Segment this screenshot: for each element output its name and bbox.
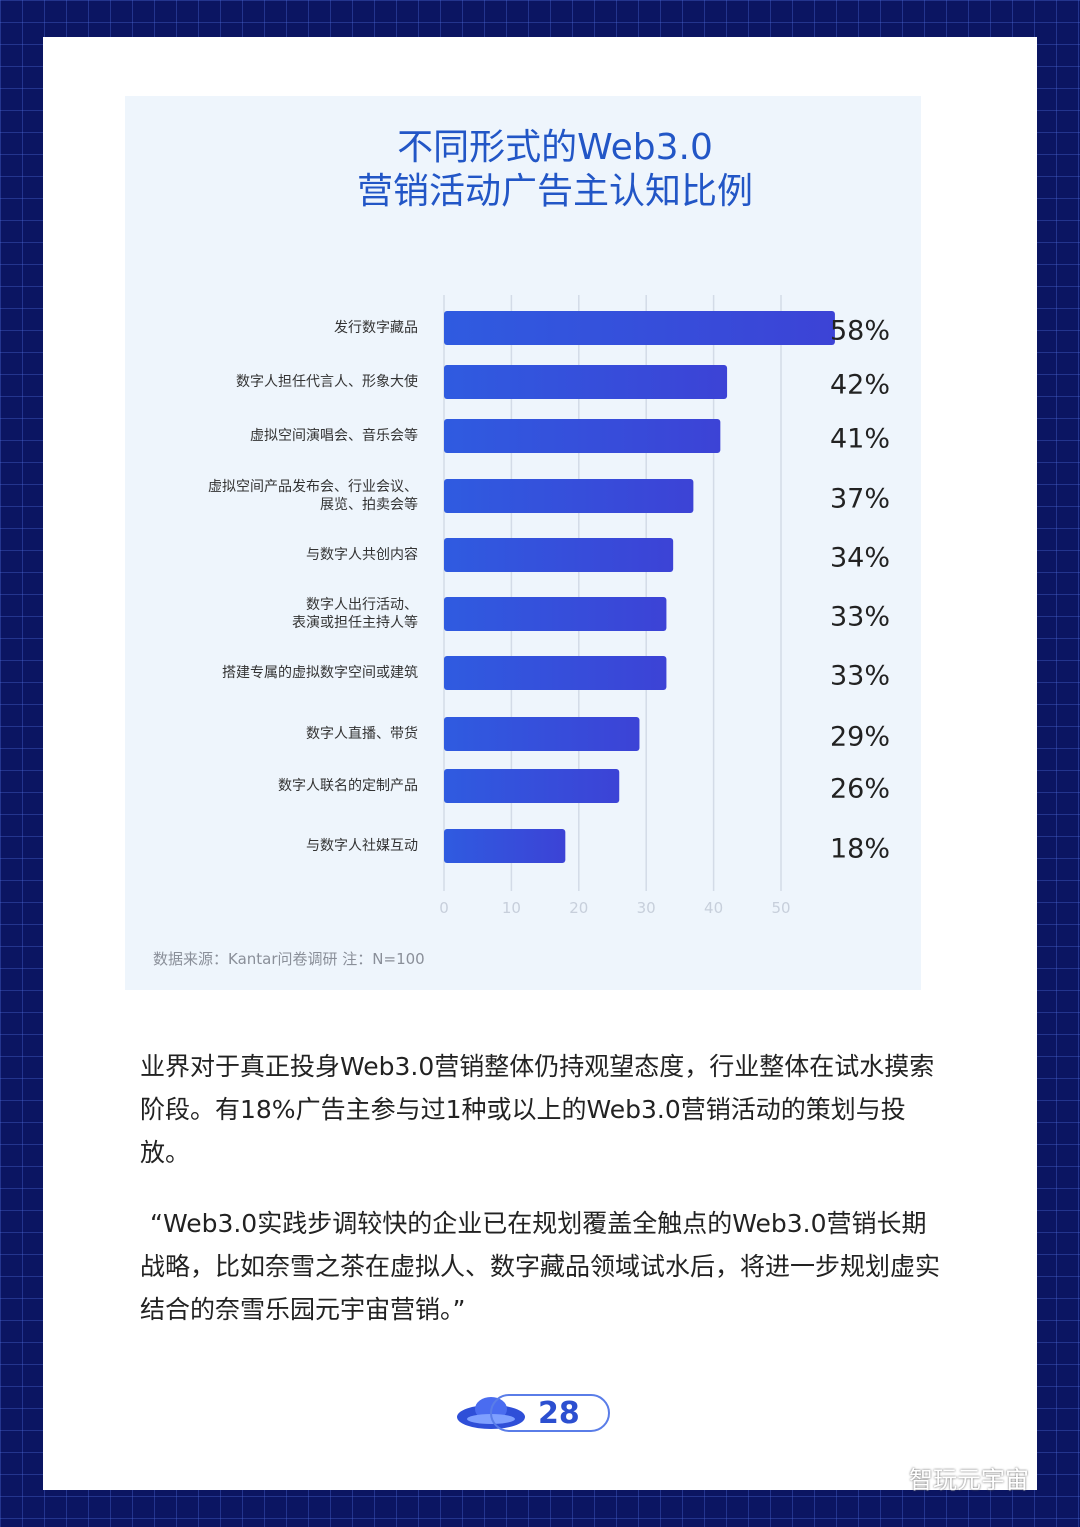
value-label: 29% (830, 722, 890, 753)
category-label: 数字人担任代言人、形象大使 (236, 373, 418, 390)
bar (444, 769, 620, 803)
category-label: 虚拟空间产品发布会、行业会议、展览、拍卖会等 (208, 479, 418, 513)
category-label: 虚拟空间演唱会、音乐会等 (250, 427, 418, 444)
category-label: 数字人联名的定制产品 (278, 778, 418, 794)
category-label: 数字人直播、带货 (306, 725, 418, 742)
paragraph: 业界对于真正投身Web3.0营销整体仍持观望态度，行业整体在试水摸索阶段。有18… (140, 1052, 935, 1167)
bar (444, 479, 694, 513)
paragraph: “Web3.0实践步调较快的企业已在规划覆盖全触点的Web3.0营销长期战略，比… (140, 1209, 941, 1324)
x-tick-label: 30 (637, 899, 656, 917)
x-tick-label: 40 (704, 899, 723, 917)
category-label: 与数字人社媒互动 (306, 838, 418, 854)
chart: 不同形式的Web3.0 营销活动广告主认知比例 0 10 20 30 40 50 发行数字藏品… (125, 96, 921, 990)
category-label: 数字人出行活动、表演或担任主持人等 (292, 597, 418, 631)
value-label: 37% (830, 484, 890, 515)
source-note: 数据来源：Kantar问卷调研 注：N=100 (153, 950, 425, 968)
value-label: 58% (830, 316, 890, 347)
value-label: 33% (830, 661, 890, 692)
value-label: 34% (830, 543, 890, 574)
bar (444, 419, 721, 453)
document-page: 不同形式的Web3.0 营销活动广告主认知比例 0 10 20 30 40 50 发行数字藏品… (43, 37, 1037, 1494)
value-label: 42% (830, 370, 890, 401)
page-number: 28 (538, 1396, 580, 1431)
category-label: 搭建专属的虚拟数字空间或建筑 (222, 665, 418, 681)
value-label: 26% (830, 774, 890, 805)
x-tick-label: 10 (502, 899, 521, 917)
bar (444, 656, 667, 690)
value-label: 33% (830, 602, 890, 633)
bar (444, 311, 835, 345)
bar (444, 717, 640, 751)
chart-title: 不同形式的Web3.0 营销活动广告主认知比例 (357, 127, 753, 212)
x-tick-label: 20 (569, 899, 588, 917)
category-label: 发行数字藏品 (334, 320, 418, 336)
bar (444, 597, 667, 631)
bar (444, 829, 566, 863)
x-tick-label: 50 (771, 899, 790, 917)
page-number-pill: 28 (490, 1394, 610, 1432)
value-label: 41% (830, 424, 890, 455)
x-tick-label: 0 (439, 899, 449, 917)
value-label: 18% (830, 834, 890, 865)
bar (444, 538, 674, 572)
bar (444, 365, 728, 399)
category-label: 与数字人共创内容 (306, 546, 418, 563)
brand-watermark: 智玩元宇宙 (909, 1466, 1029, 1494)
